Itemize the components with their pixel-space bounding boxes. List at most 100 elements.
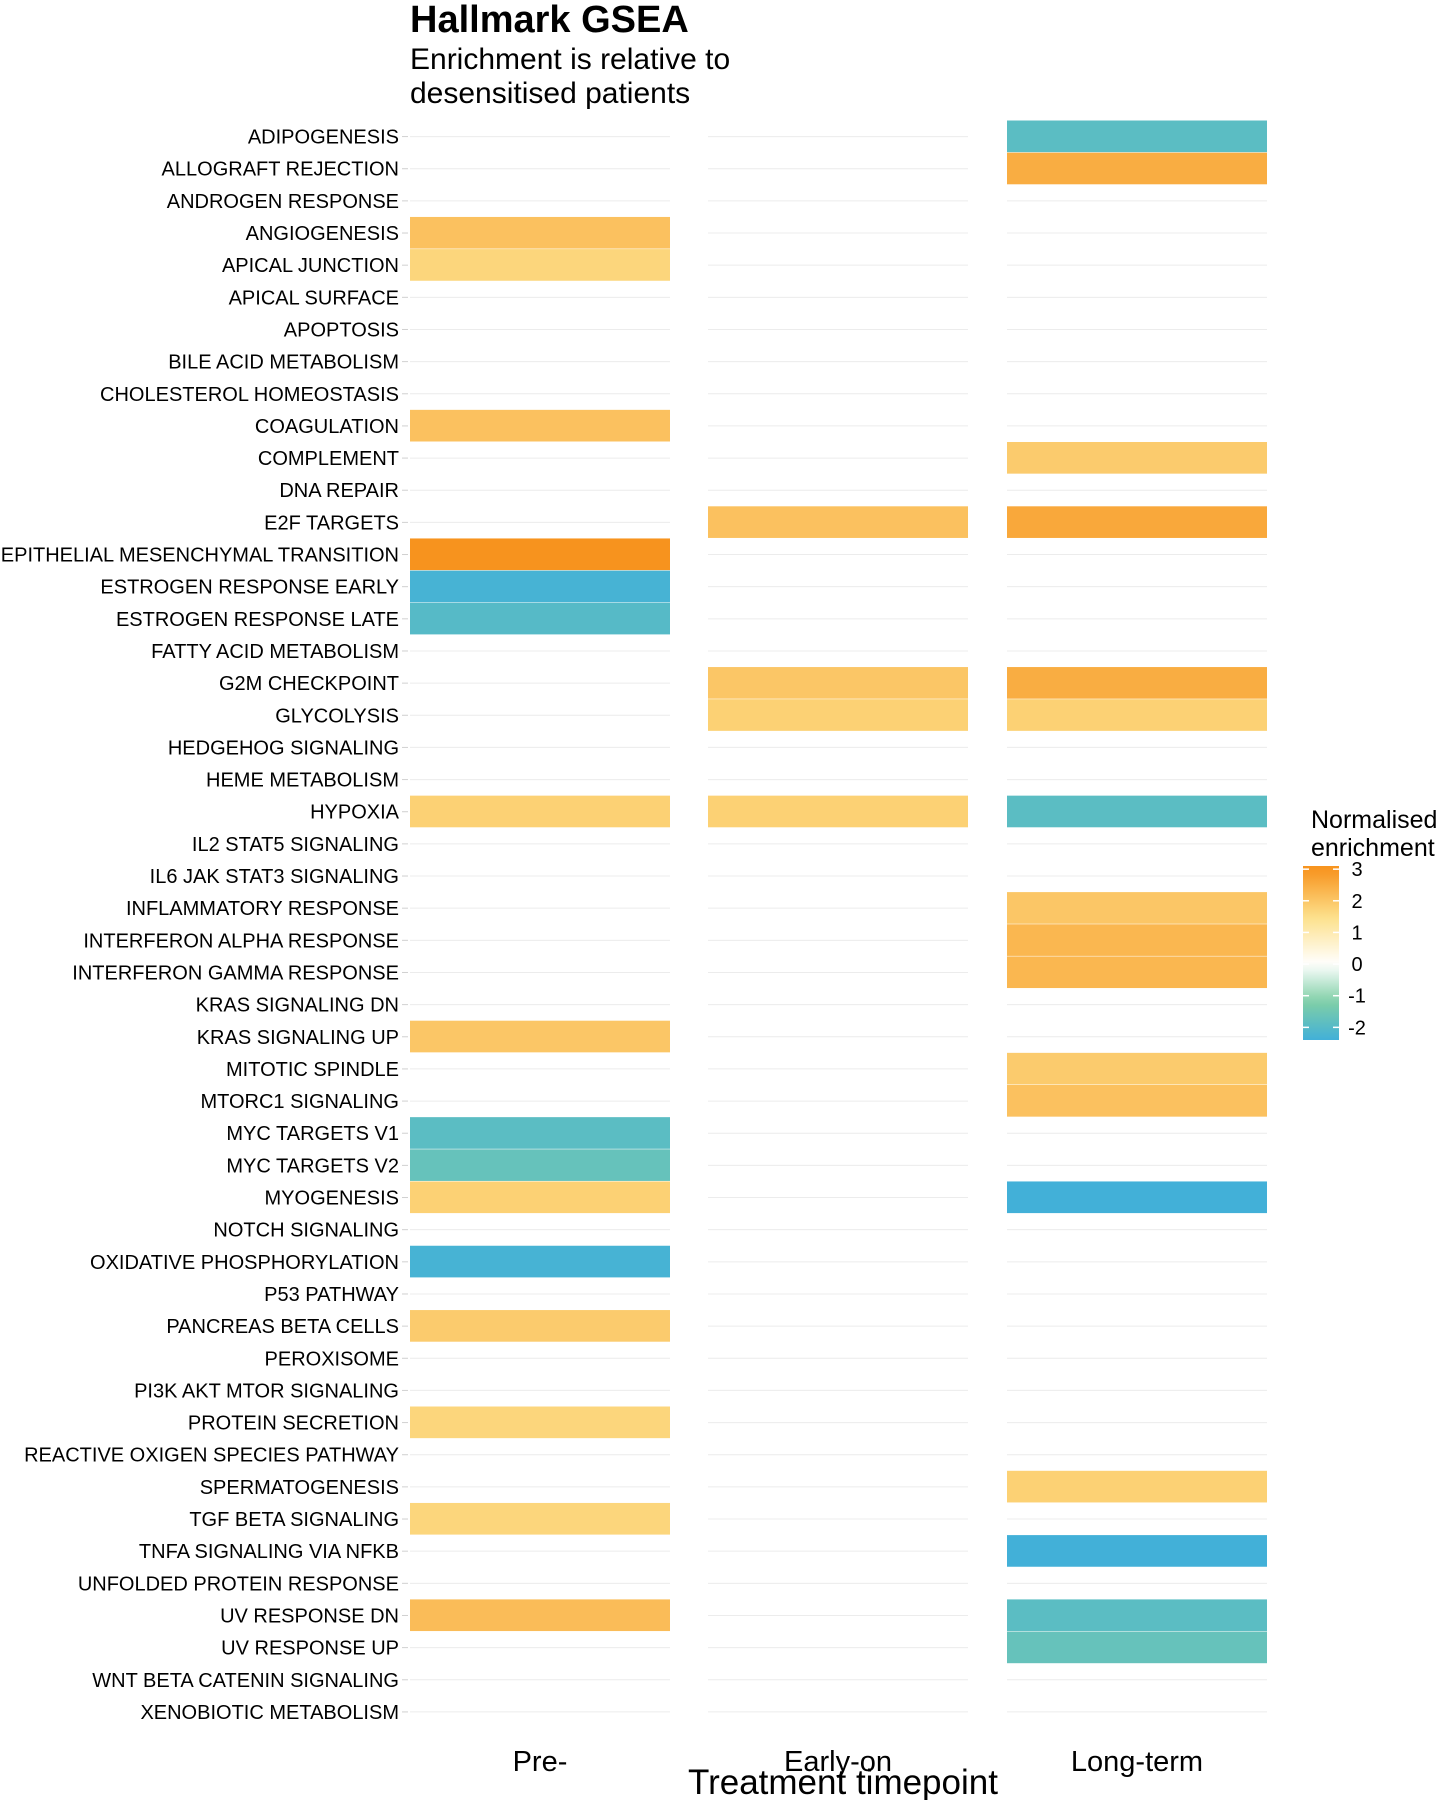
x-tick-label: Long-term [1071,1746,1203,1778]
legend-title: Normalised [1311,806,1437,834]
y-tick-label: REACTIVE OXIGEN SPECIES PATHWAY [24,1445,399,1467]
y-tick-label: FATTY ACID METABOLISM [151,641,399,663]
heatmap-cell [1007,795,1267,828]
heatmap-cell [410,602,670,635]
y-tick-label: INTERFERON ALPHA RESPONSE [83,930,399,952]
legend-colorbar [1303,866,1339,1040]
heatmap-cell [410,1310,670,1342]
y-tick-label: PI3K AKT MTOR SIGNALING [134,1380,399,1402]
heatmap-cell [708,506,968,538]
heatmap-cell [1007,1535,1267,1567]
y-tick-label: BILE ACID METABOLISM [168,352,399,374]
heatmap-cell [1007,956,1267,989]
y-tick-label: ESTROGEN RESPONSE LATE [116,609,399,631]
y-tick-label: WNT BETA CATENIN SIGNALING [92,1670,399,1692]
y-tick-label: APICAL SURFACE [229,287,399,309]
y-tick-label: CHOLESTEROL HOMEOSTASIS [100,384,399,406]
y-tick-label: COMPLEMENT [258,448,399,470]
heatmap-cell [1007,1085,1267,1117]
y-tick-label: PEROXISOME [265,1348,399,1370]
legend-tick-label: 1 [1351,922,1362,944]
y-tick-label: INFLAMMATORY RESPONSE [126,898,399,920]
y-tick-label: G2M CHECKPOINT [219,673,399,695]
y-tick-label: KRAS SIGNALING DN [196,995,399,1017]
x-axis-title: Treatment timepoint [688,1763,998,1800]
y-tick-label: PANCREAS BETA CELLS [166,1316,399,1338]
y-tick-label: HEME METABOLISM [206,770,399,792]
y-tick-label: DNA REPAIR [279,480,399,502]
chart-title: Hallmark GSEA [410,0,689,41]
legend-title: enrichment [1311,834,1435,862]
y-tick-label: NOTCH SIGNALING [213,1220,399,1242]
heatmap-cell [410,570,670,603]
heatmap-cell [1007,120,1267,153]
heatmap-cell [410,795,670,828]
chart-subtitle: desensitised patients [410,77,690,110]
y-tick-label: APOPTOSIS [284,319,399,341]
y-tick-label: ESTROGEN RESPONSE EARLY [100,577,399,599]
heatmap-cell [1007,699,1267,731]
y-tick-label: HEDGEHOG SIGNALING [168,737,399,759]
y-tick-label: MYC TARGETS V1 [226,1123,399,1145]
heatmap-cell [410,1502,670,1535]
heatmap-cell [1007,152,1267,185]
y-tick-label: TNFA SIGNALING VIA NFKB [139,1541,399,1563]
heatmap-cell [410,538,670,571]
y-tick-label: COAGULATION [255,416,399,438]
x-tick-label: Pre- [513,1746,568,1778]
legend-tick-label: 2 [1351,891,1362,913]
heatmap-cell [1007,1631,1267,1664]
legend-tick-label: 3 [1351,859,1362,881]
heatmap-cell [1007,924,1267,956]
heatmap-cell [1007,1470,1267,1503]
heatmap-cell [1007,506,1267,538]
y-tick-label: MITOTIC SPINDLE [226,1059,399,1081]
heatmap-cell [410,216,670,249]
y-tick-label: XENOBIOTIC METABOLISM [140,1702,399,1724]
y-tick-label: MYC TARGETS V2 [226,1155,399,1177]
y-tick-label: TGF BETA SIGNALING [189,1509,399,1531]
y-tick-label: ANDROGEN RESPONSE [167,191,399,213]
y-tick-label: ADIPOGENESIS [248,127,399,149]
heatmap-cell [1007,1052,1267,1085]
heatmap-cell [1007,892,1267,924]
y-tick-label: UV RESPONSE DN [220,1605,399,1627]
heatmap-cell [1007,667,1267,699]
heatmap-cell [708,699,968,731]
legend-tick-label: 0 [1351,954,1362,976]
heatmap-cell [1007,1181,1267,1214]
y-tick-label: GLYCOLYSIS [275,705,399,727]
legend-tick-label: -1 [1348,986,1366,1008]
heatmap-cell [410,409,670,442]
y-tick-label: P53 PATHWAY [264,1284,399,1306]
heatmap-cell [410,1406,670,1439]
heatmap-cell [708,795,968,828]
y-tick-label: UV RESPONSE UP [221,1638,399,1660]
y-tick-label: KRAS SIGNALING UP [197,1027,399,1049]
y-tick-label: EPITHELIAL MESENCHYMAL TRANSITION [1,545,399,567]
y-tick-label: INTERFERON GAMMA RESPONSE [72,962,399,984]
y-tick-label: SPERMATOGENESIS [200,1477,399,1499]
heatmap-cell [410,1020,670,1053]
heatmap-cell [410,1149,670,1181]
y-tick-label: UNFOLDED PROTEIN RESPONSE [78,1573,399,1595]
heatmap-cell [708,667,968,699]
heatmap-cell [410,1245,670,1278]
y-tick-label: MYOGENESIS [265,1188,399,1210]
heatmap-cell [410,1181,670,1214]
legend-tick-label: -2 [1348,1017,1366,1039]
y-tick-label: PROTEIN SECRETION [188,1413,399,1435]
y-tick-label: IL6 JAK STAT3 SIGNALING [150,866,399,888]
heatmap-cell [410,249,670,281]
y-tick-label: ALLOGRAFT REJECTION [162,159,399,181]
y-tick-label: HYPOXIA [310,802,400,824]
chart-subtitle: Enrichment is relative to [410,43,730,76]
heatmap-cell [410,1599,670,1632]
y-tick-label: APICAL JUNCTION [222,255,399,277]
y-tick-label: E2F TARGETS [264,512,399,534]
y-tick-label: ANGIOGENESIS [246,223,399,245]
heatmap-cell [410,1117,670,1149]
y-tick-label: IL2 STAT5 SIGNALING [192,834,399,856]
